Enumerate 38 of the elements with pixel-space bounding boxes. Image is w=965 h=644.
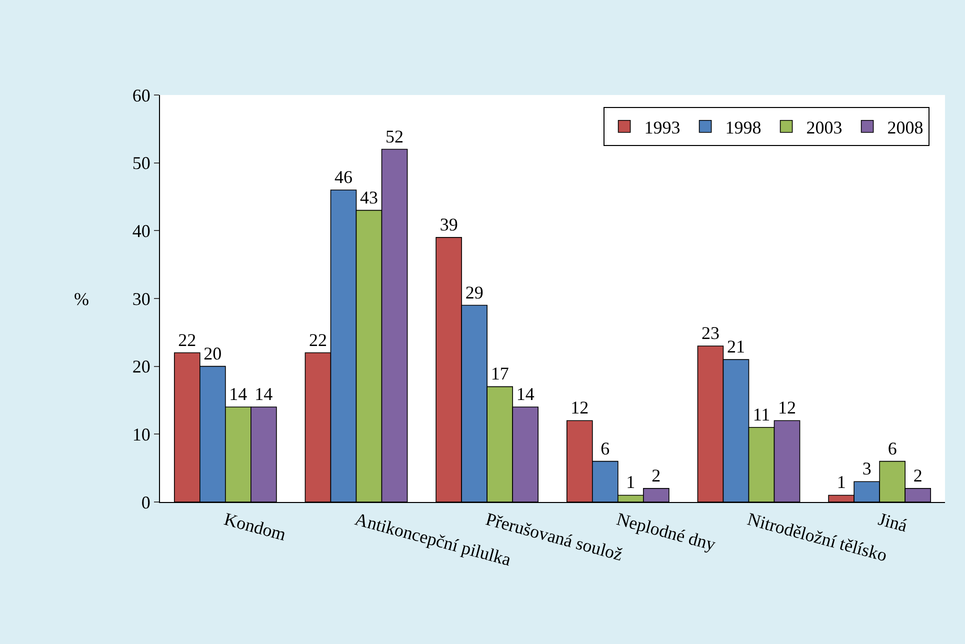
y-axis-title: % <box>74 289 89 309</box>
y-tick-label: 30 <box>132 288 150 309</box>
y-tick-label: 20 <box>132 356 150 377</box>
data-label: 6 <box>600 438 610 458</box>
data-label: 6 <box>888 438 897 458</box>
y-tick-label: 50 <box>132 153 150 174</box>
data-label: 39 <box>440 214 458 234</box>
data-label: 43 <box>360 187 378 208</box>
y-tick-label: 10 <box>132 424 150 444</box>
data-label: 46 <box>334 166 352 187</box>
data-label: 1 <box>836 472 846 492</box>
y-tick-label: 0 <box>141 492 150 512</box>
x-tick-label: Jiná <box>876 508 910 536</box>
legend-label: 1993 <box>644 117 680 138</box>
data-label: 11 <box>752 404 770 424</box>
data-label: 12 <box>570 398 589 418</box>
legend-label: 2003 <box>806 117 842 138</box>
data-label: 52 <box>386 126 404 146</box>
data-label: 23 <box>701 322 720 343</box>
data-label: 17 <box>490 364 509 384</box>
data-label: 2 <box>913 465 922 486</box>
data-label: 22 <box>308 330 327 350</box>
legend-label: 2008 <box>887 117 924 138</box>
data-label: 2 <box>652 465 661 486</box>
y-tick-label: 40 <box>132 220 150 241</box>
data-label: 12 <box>778 398 796 418</box>
data-label: 3 <box>862 458 872 479</box>
data-label: 14 <box>229 384 248 404</box>
x-tick-label: Kondom <box>222 508 288 544</box>
data-label: 22 <box>178 330 196 350</box>
data-label: 1 <box>626 472 636 492</box>
data-label: 21 <box>726 336 745 357</box>
data-label: 14 <box>254 384 273 404</box>
y-tick-label: 60 <box>132 85 150 106</box>
data-label: 29 <box>465 282 484 302</box>
data-label: 14 <box>516 384 534 404</box>
legend-label: 1998 <box>725 117 762 138</box>
data-label: 20 <box>204 343 222 364</box>
